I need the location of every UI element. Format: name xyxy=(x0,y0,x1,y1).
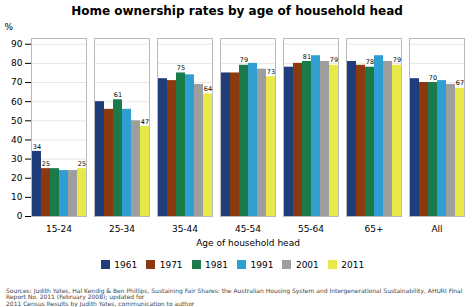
svg-text:64: 64 xyxy=(204,85,212,93)
svg-text:0: 0 xyxy=(17,211,23,221)
svg-text:All: All xyxy=(431,224,442,234)
svg-text:20: 20 xyxy=(11,173,23,183)
svg-text:%: % xyxy=(5,22,14,32)
svg-text:60: 60 xyxy=(11,97,23,107)
svg-text:15-24: 15-24 xyxy=(46,224,72,234)
svg-text:Age of household head: Age of household head xyxy=(196,238,300,248)
svg-text:50: 50 xyxy=(11,116,23,126)
html-text:1971: 1971 xyxy=(159,259,183,270)
html-text:Sources: Judith Yates, Hal Ken: Sources: Judith Yates, Hal Kendig & Ben … xyxy=(6,286,463,307)
svg-text:79: 79 xyxy=(330,56,338,64)
html-text:1981: 1981 xyxy=(205,259,228,270)
svg-text:40: 40 xyxy=(11,135,23,145)
html-text:2011: 2011 xyxy=(341,259,365,270)
svg-text:79: 79 xyxy=(240,56,248,64)
svg-text:75: 75 xyxy=(177,64,185,72)
svg-text:10: 10 xyxy=(11,192,23,202)
html-text:1991: 1991 xyxy=(250,259,274,270)
svg-text:81: 81 xyxy=(303,53,311,61)
svg-text:25-34: 25-34 xyxy=(109,224,135,234)
svg-text:70: 70 xyxy=(429,74,437,82)
svg-text:67: 67 xyxy=(456,79,464,87)
svg-text:70: 70 xyxy=(11,77,23,87)
svg-text:35-44: 35-44 xyxy=(172,224,198,234)
svg-text:65+: 65+ xyxy=(365,224,384,234)
svg-text:61: 61 xyxy=(114,91,122,99)
svg-text:45-54: 45-54 xyxy=(235,224,261,234)
svg-text:90: 90 xyxy=(11,39,23,49)
html-text:1961: 1961 xyxy=(114,259,138,270)
svg-text:73: 73 xyxy=(267,68,275,76)
svg-text:47: 47 xyxy=(141,118,149,126)
svg-text:30: 30 xyxy=(11,154,23,164)
svg-text:25: 25 xyxy=(42,160,50,168)
svg-text:79: 79 xyxy=(393,56,401,64)
svg-text:55-64: 55-64 xyxy=(298,224,324,234)
html-text:Home ownership rates by age of: Home ownership rates by age of household… xyxy=(71,4,403,18)
svg-text:34: 34 xyxy=(33,143,41,151)
svg-text:25: 25 xyxy=(78,160,86,168)
svg-text:78: 78 xyxy=(366,58,374,66)
html-text:2001: 2001 xyxy=(295,259,319,270)
svg-text:80: 80 xyxy=(11,58,23,68)
